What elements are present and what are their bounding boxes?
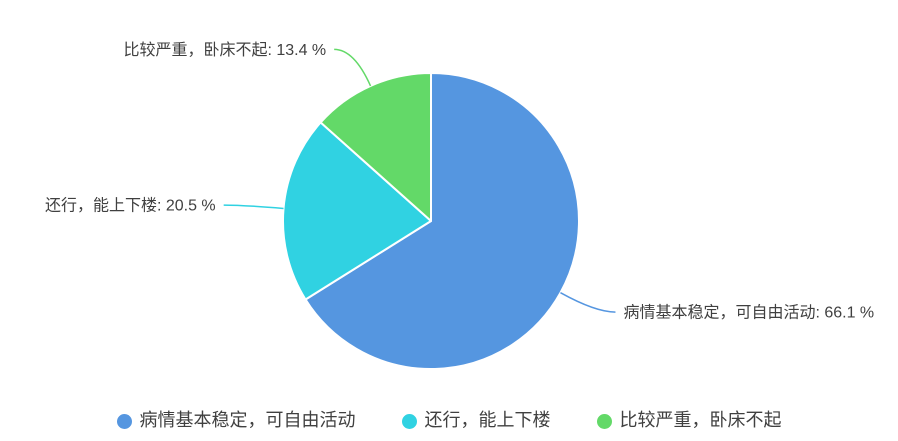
pie-slice-0[interactable] — [304, 72, 580, 370]
legend-label-okay: 还行，能上下楼 — [424, 410, 551, 431]
legend-label-severe: 比较严重，卧床不起 — [619, 410, 782, 431]
legend-dot-okay — [401, 413, 417, 429]
legend-dot-severe — [596, 413, 612, 429]
pie-label-line-0 — [560, 292, 616, 313]
legend-label-stable: 病情基本稳定，可自由活动 — [139, 410, 356, 431]
pie-slice-1[interactable] — [282, 121, 432, 301]
legend-item-severe[interactable]: 比较严重，卧床不起 — [596, 410, 782, 432]
pie-slice-label-0: 病情基本稳定，可自由活动: 66.1 % — [623, 304, 874, 322]
pie-label-line-2 — [334, 48, 372, 87]
legend-dot-stable — [116, 413, 132, 429]
pie-slice-2[interactable] — [319, 72, 432, 222]
legend-item-okay[interactable]: 还行，能上下楼 — [401, 410, 551, 432]
chart-legend: 病情基本稳定，可自由活动 还行，能上下楼 比较严重，卧床不起 — [0, 410, 898, 432]
legend-item-stable[interactable]: 病情基本稳定，可自由活动 — [116, 410, 356, 432]
pie-slice-label-1: 还行，能上下楼: 20.5 % — [45, 197, 216, 215]
pie-slice-label-2: 比较严重，卧床不起: 13.4 % — [123, 41, 326, 59]
pie-label-line-1 — [223, 204, 284, 210]
